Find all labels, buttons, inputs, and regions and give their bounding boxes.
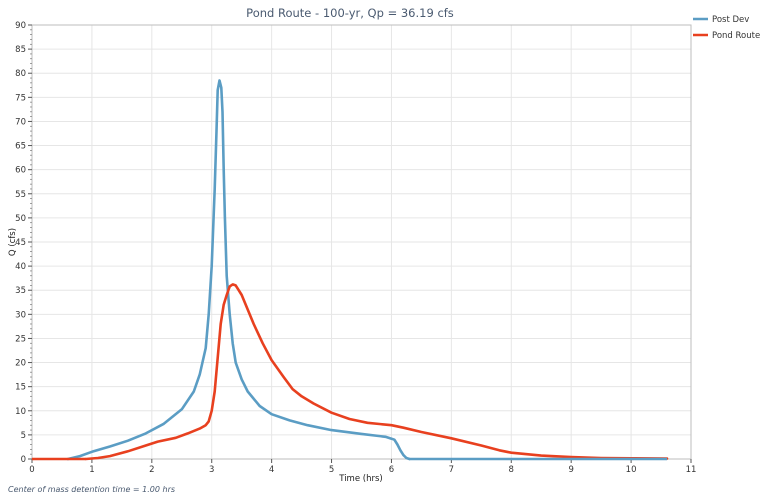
x-tick-label: 3 <box>209 465 214 475</box>
x-tick-label: 10 <box>626 465 637 475</box>
y-axis-ticks: 0 5 10 15 20 25 30 35 40 45 50 55 60 65 70 75 80 85 90 <box>15 21 32 465</box>
x-axis-label: Time (hrs) <box>338 474 382 484</box>
y-tick-label: 65 <box>15 142 26 152</box>
x-tick-label: 8 <box>509 465 514 475</box>
x-tick-label: 2 <box>149 465 154 475</box>
y-tick-label: 10 <box>15 407 26 417</box>
x-tick-label: 1 <box>89 465 94 475</box>
y-axis-label: Q (cfs) <box>8 228 18 256</box>
y-tick-label: 70 <box>15 117 26 127</box>
y-tick-label: 85 <box>15 45 26 55</box>
y-tick-label: 80 <box>15 69 26 79</box>
y-tick-label: 60 <box>15 166 26 176</box>
x-tick-label: 0 <box>29 465 34 475</box>
y-tick-label: 5 <box>21 431 26 441</box>
y-tick-label: 75 <box>15 93 26 103</box>
legend-label-pond-route: Pond Route <box>712 31 760 41</box>
series-line-pond-route <box>84 283 669 461</box>
chart-title: Pond Route - 100-yr, Qp = 36.19 cfs <box>246 6 454 20</box>
y-tick-label: 20 <box>15 359 26 369</box>
series-lines <box>32 79 669 461</box>
y-tick-label: 40 <box>15 262 26 272</box>
y-tick-label: 30 <box>15 310 26 320</box>
legend-label-post-dev: Post Dev <box>712 15 749 25</box>
grid <box>31 24 692 460</box>
x-tick-label: 5 <box>329 465 334 475</box>
detention-time-note: Center of mass detention time = 1.00 hrs <box>8 485 176 494</box>
y-tick-label: 0 <box>21 455 26 465</box>
x-axis-ticks: 0 1 2 3 4 5 6 7 8 9 10 11 <box>29 459 696 475</box>
y-tick-label: 55 <box>15 190 26 200</box>
y-tick-label: 25 <box>15 334 26 344</box>
legend: Post Dev Pond Route <box>693 15 760 41</box>
x-tick-label: 7 <box>449 465 454 475</box>
y-tick-label: 15 <box>15 383 26 393</box>
y-tick-label: 45 <box>15 238 26 248</box>
y-tick-label: 90 <box>15 21 26 31</box>
x-tick-label: 6 <box>389 465 394 475</box>
x-tick-label: 4 <box>269 465 274 475</box>
y-minor-ticks <box>30 29 32 455</box>
y-tick-label: 50 <box>15 214 26 224</box>
x-tick-label: 9 <box>568 465 573 475</box>
y-tick-label: 35 <box>15 286 26 296</box>
series-line-post-dev <box>66 79 411 461</box>
x-tick-label: 11 <box>686 465 697 475</box>
